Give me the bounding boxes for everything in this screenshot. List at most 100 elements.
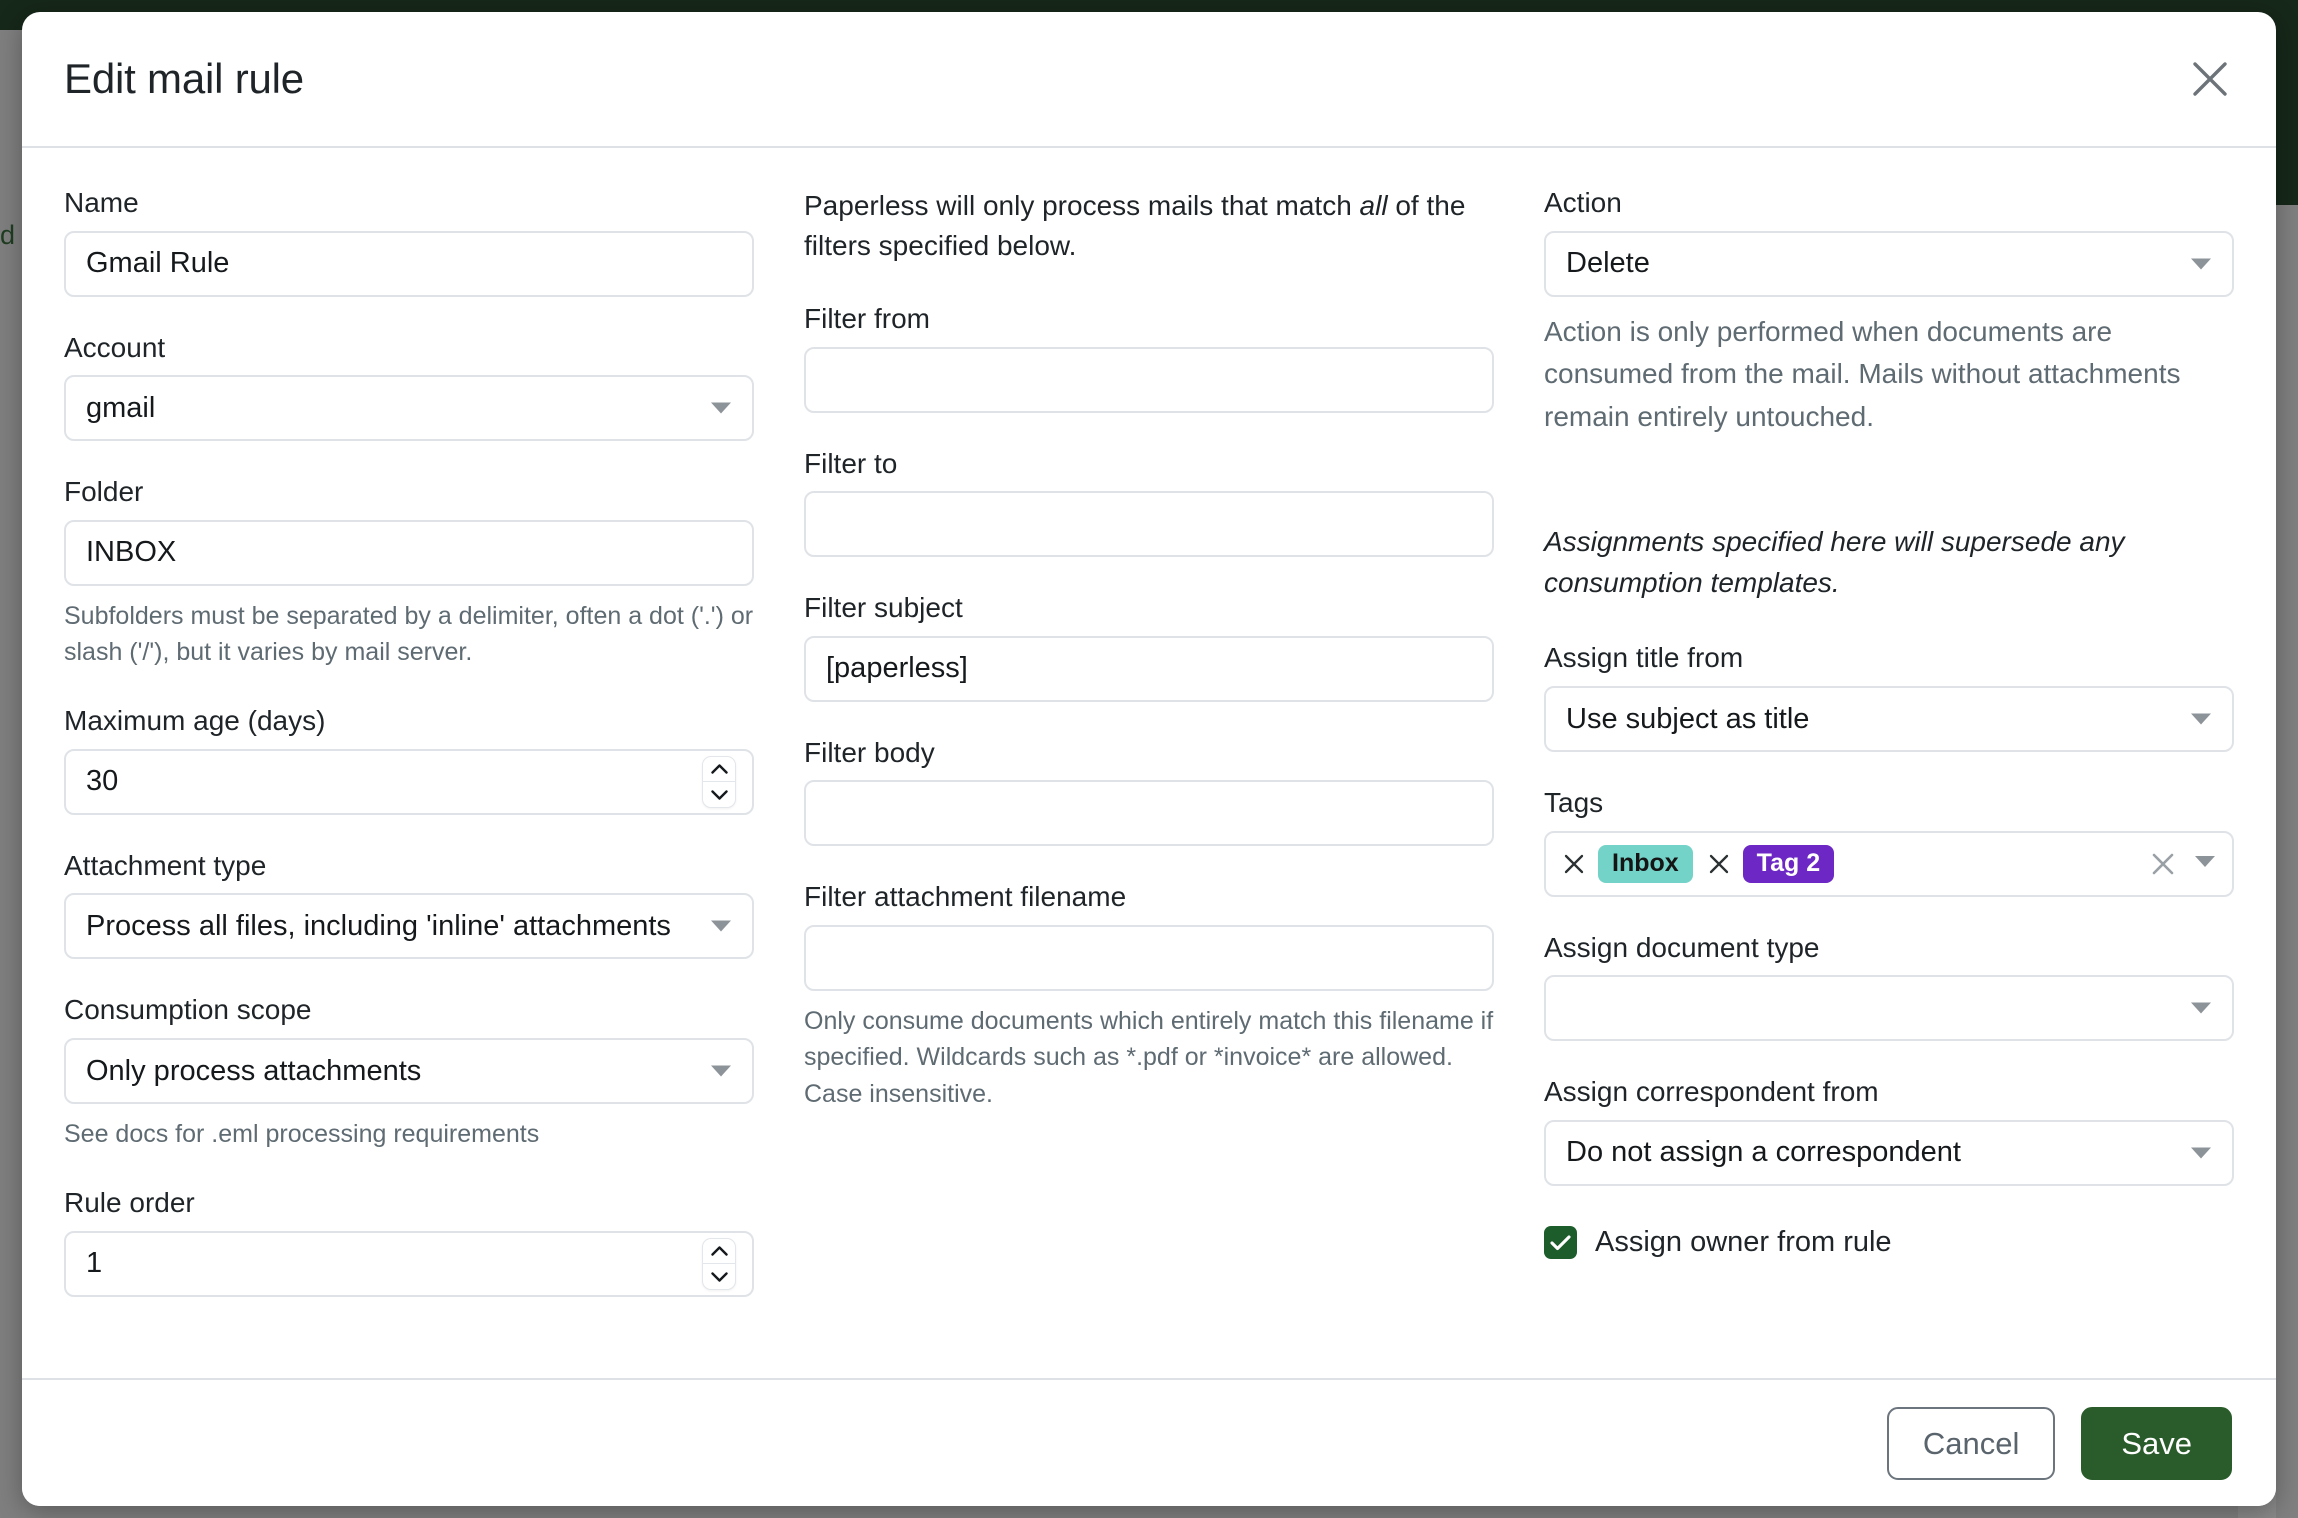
filter-subject-label: Filter subject xyxy=(804,592,963,624)
rule-order-input[interactable]: 1 xyxy=(64,1230,754,1297)
tag-pill[interactable]: Tag 2 xyxy=(1742,844,1835,883)
field-maximum-age: Maximum age (days) 30 xyxy=(64,704,754,815)
folder-label: Folder xyxy=(64,476,144,508)
account-select[interactable]: gmail xyxy=(64,375,754,442)
close-icon-glyph xyxy=(2193,62,2227,96)
assign-title-from-value: Use subject as title xyxy=(1566,702,1810,735)
assign-document-type-label: Assign document type xyxy=(1544,931,1820,963)
quantity-stepper[interactable] xyxy=(702,755,736,808)
field-filter-to: Filter to xyxy=(804,447,1494,558)
stepper-up-icon[interactable] xyxy=(703,1239,735,1265)
filter-subject-input[interactable]: [paperless] xyxy=(804,635,1494,702)
assign-document-type-select[interactable] xyxy=(1544,975,2234,1042)
remove-tag-icon[interactable] xyxy=(1707,852,1731,876)
remove-tag-icon[interactable] xyxy=(1562,852,1586,876)
assignments-note: Assignments specified here will supersed… xyxy=(1544,526,2125,598)
maximum-age-input[interactable]: 30 xyxy=(64,748,754,815)
attachment-type-value: Process all files, including 'inline' at… xyxy=(86,909,671,942)
filters-intro-text: Paperless will only process mails that m… xyxy=(804,186,1494,266)
field-filter-attachment-filename: Filter attachment filename Only consume … xyxy=(804,880,1494,1111)
assign-title-from-label: Assign title from xyxy=(1544,642,1744,674)
folder-input[interactable]: INBOX xyxy=(64,519,754,586)
filter-to-label: Filter to xyxy=(804,447,898,479)
rule-order-label: Rule order xyxy=(64,1187,195,1219)
assign-owner-checkbox[interactable] xyxy=(1544,1225,1577,1259)
field-folder: Folder INBOX Subfolders must be separate… xyxy=(64,475,754,670)
quantity-stepper[interactable] xyxy=(702,1237,736,1290)
assign-correspondent-from-select[interactable]: Do not assign a correspondent xyxy=(1544,1119,2234,1186)
filters-intro-before: Paperless will only process mails that m… xyxy=(804,190,1360,221)
account-label: Account xyxy=(64,331,166,363)
edit-mail-rule-dialog: Edit mail rule Name Gmail Rule Account g… xyxy=(22,12,2276,1506)
filter-body-label: Filter body xyxy=(804,736,935,768)
filters-intro-after: of the filters specified below. xyxy=(804,190,1466,262)
tags-multiselect[interactable]: Inbox Tag 2 xyxy=(1544,830,2234,897)
maximum-age-label: Maximum age (days) xyxy=(64,705,326,737)
assign-title-from-select[interactable]: Use subject as title xyxy=(1544,686,2234,753)
chevron-down-icon xyxy=(2190,1146,2212,1159)
filter-subject-value: [paperless] xyxy=(826,652,968,685)
consumption-scope-value: Only process attachments xyxy=(86,1054,422,1087)
action-select[interactable]: Delete xyxy=(1544,230,2234,297)
maximum-age-value: 30 xyxy=(86,765,119,798)
action-help-text: Action is only performed when documents … xyxy=(1544,315,2181,432)
field-action: Action Delete Action is only performed w… xyxy=(1544,186,2234,438)
field-consumption-scope: Consumption scope Only process attachmen… xyxy=(64,993,754,1152)
field-filter-subject: Filter subject [paperless] xyxy=(804,591,1494,702)
consumption-scope-label: Consumption scope xyxy=(64,994,312,1026)
dialog-footer: Cancel Save xyxy=(22,1378,2276,1506)
chevron-down-icon xyxy=(2190,713,2212,726)
left-column: Name Gmail Rule Account gmail Folder INB… xyxy=(64,186,754,1331)
stepper-down-icon[interactable] xyxy=(703,782,735,807)
field-rule-order: Rule order 1 xyxy=(64,1186,754,1297)
chevron-down-icon xyxy=(710,402,732,415)
check-icon xyxy=(1550,1235,1571,1250)
field-tags: Tags Inbox Tag 2 xyxy=(1544,786,2234,897)
filter-attachment-filename-input[interactable] xyxy=(804,925,1494,992)
filter-from-input[interactable] xyxy=(804,346,1494,413)
save-button[interactable]: Save xyxy=(2081,1406,2232,1480)
clear-all-tags-icon[interactable] xyxy=(2150,851,2176,877)
chevron-down-icon[interactable] xyxy=(2194,855,2216,873)
tags-actions xyxy=(2150,851,2216,877)
account-value: gmail xyxy=(86,391,156,424)
assign-owner-label: Assign owner from rule xyxy=(1595,1225,1892,1258)
filters-intro-emphasis: all xyxy=(1359,190,1388,221)
name-input[interactable]: Gmail Rule xyxy=(64,230,754,297)
assign-correspondent-from-value: Do not assign a correspondent xyxy=(1566,1136,1961,1169)
chevron-down-icon xyxy=(2190,257,2212,270)
consumption-scope-select[interactable]: Only process attachments xyxy=(64,1038,754,1105)
tag-pill[interactable]: Inbox xyxy=(1598,844,1693,883)
name-label: Name xyxy=(64,187,139,218)
middle-column: Paperless will only process mails that m… xyxy=(804,186,1494,1331)
filter-attachment-filename-help-text: Only consume documents which entirely ma… xyxy=(804,1007,1494,1108)
filter-from-label: Filter from xyxy=(804,303,930,335)
assign-owner-from-rule-row[interactable]: Assign owner from rule xyxy=(1544,1225,2234,1259)
stepper-up-icon[interactable] xyxy=(703,757,735,783)
app-sidebar-strip xyxy=(0,30,22,1518)
action-value: Delete xyxy=(1566,247,1650,280)
stepper-down-icon[interactable] xyxy=(703,1264,735,1289)
filter-to-input[interactable] xyxy=(804,491,1494,558)
tag-chip: Inbox xyxy=(1562,844,1693,883)
field-assign-title-from: Assign title from Use subject as title xyxy=(1544,641,2234,753)
dialog-body: Name Gmail Rule Account gmail Folder INB… xyxy=(22,148,2276,1331)
cancel-button[interactable]: Cancel xyxy=(1886,1406,2056,1480)
chevron-down-icon xyxy=(2190,1002,2212,1015)
dialog-header: Edit mail rule xyxy=(22,12,2276,148)
field-filter-body: Filter body xyxy=(804,736,1494,847)
field-attachment-type: Attachment type Process all files, inclu… xyxy=(64,849,754,960)
attachment-type-label: Attachment type xyxy=(64,849,267,881)
attachment-type-select[interactable]: Process all files, including 'inline' at… xyxy=(64,893,754,960)
field-name: Name Gmail Rule xyxy=(64,186,754,297)
field-assign-correspondent-from: Assign correspondent from Do not assign … xyxy=(1544,1075,2234,1186)
folder-help-text: Subfolders must be separated by a delimi… xyxy=(64,601,754,667)
chevron-down-icon xyxy=(710,1065,732,1078)
tags-label: Tags xyxy=(1544,787,1604,819)
page-title: Edit mail rule xyxy=(64,55,304,102)
field-filter-from: Filter from xyxy=(804,302,1494,413)
folder-value: INBOX xyxy=(86,536,177,569)
filter-body-input[interactable] xyxy=(804,780,1494,847)
close-icon[interactable] xyxy=(2182,51,2238,107)
name-value: Gmail Rule xyxy=(86,247,230,280)
